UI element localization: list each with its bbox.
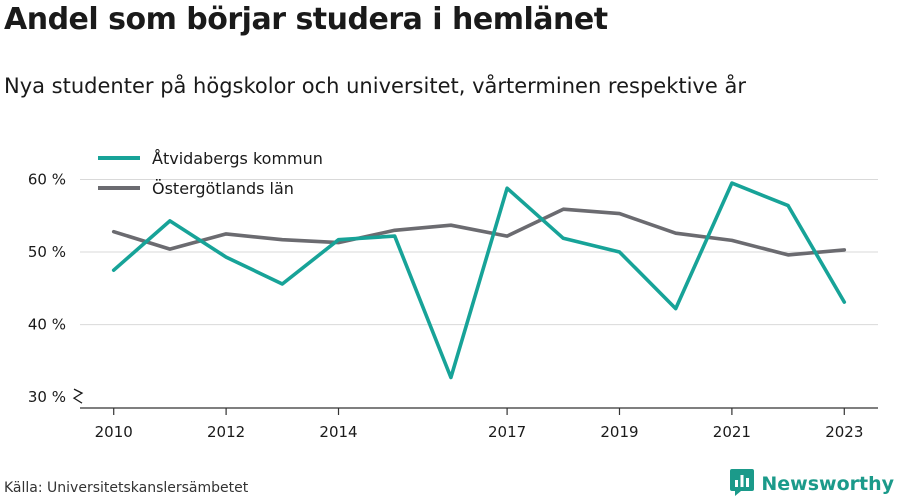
x-tick-label: 2017 xyxy=(488,423,526,441)
source-note: Källa: Universitetskanslersämbetet xyxy=(4,480,249,496)
brand-logo[interactable]: Newsworthy xyxy=(729,467,894,501)
legend-label: Östergötlands län xyxy=(152,179,294,198)
x-tick-label: 2014 xyxy=(319,423,357,441)
series-line-ostergotland xyxy=(111,207,847,257)
chart-title: Andel som börjar studera i hemlänet xyxy=(4,2,608,37)
newsworthy-logo-icon xyxy=(729,467,755,501)
x-tick-label: 2012 xyxy=(207,423,245,441)
gridlines xyxy=(80,179,878,326)
y-tick-label: 30 % xyxy=(28,388,66,406)
x-axis: 2010 2012 2014 2017 2019 2021 2023 xyxy=(80,407,878,441)
x-tick-label: 2021 xyxy=(713,423,751,441)
legend-label: Åtvidabergs kommun xyxy=(152,149,323,168)
x-tick-label: 2010 xyxy=(95,423,133,441)
y-tick-label: 40 % xyxy=(28,316,66,334)
y-axis-ticks: 30 % 40 % 50 % 60 % xyxy=(28,171,84,406)
line-chart: 30 % 40 % 50 % 60 % 2010 2012 2014 2017 2019 202… xyxy=(28,149,878,441)
x-tick-label: 2023 xyxy=(825,423,863,441)
y-tick-label: 50 % xyxy=(28,243,66,261)
legend: Åtvidabergs kommun Östergötlands län xyxy=(98,149,323,198)
series-lines xyxy=(111,181,847,380)
brand-name: Newsworthy xyxy=(761,473,894,495)
axis-break-mark xyxy=(72,388,84,404)
series-line-atvidaberg xyxy=(111,181,847,380)
x-tick-label: 2019 xyxy=(600,423,638,441)
chart-subtitle: Nya studenter på högskolor och universit… xyxy=(4,74,746,98)
y-tick-label: 60 % xyxy=(28,171,66,189)
